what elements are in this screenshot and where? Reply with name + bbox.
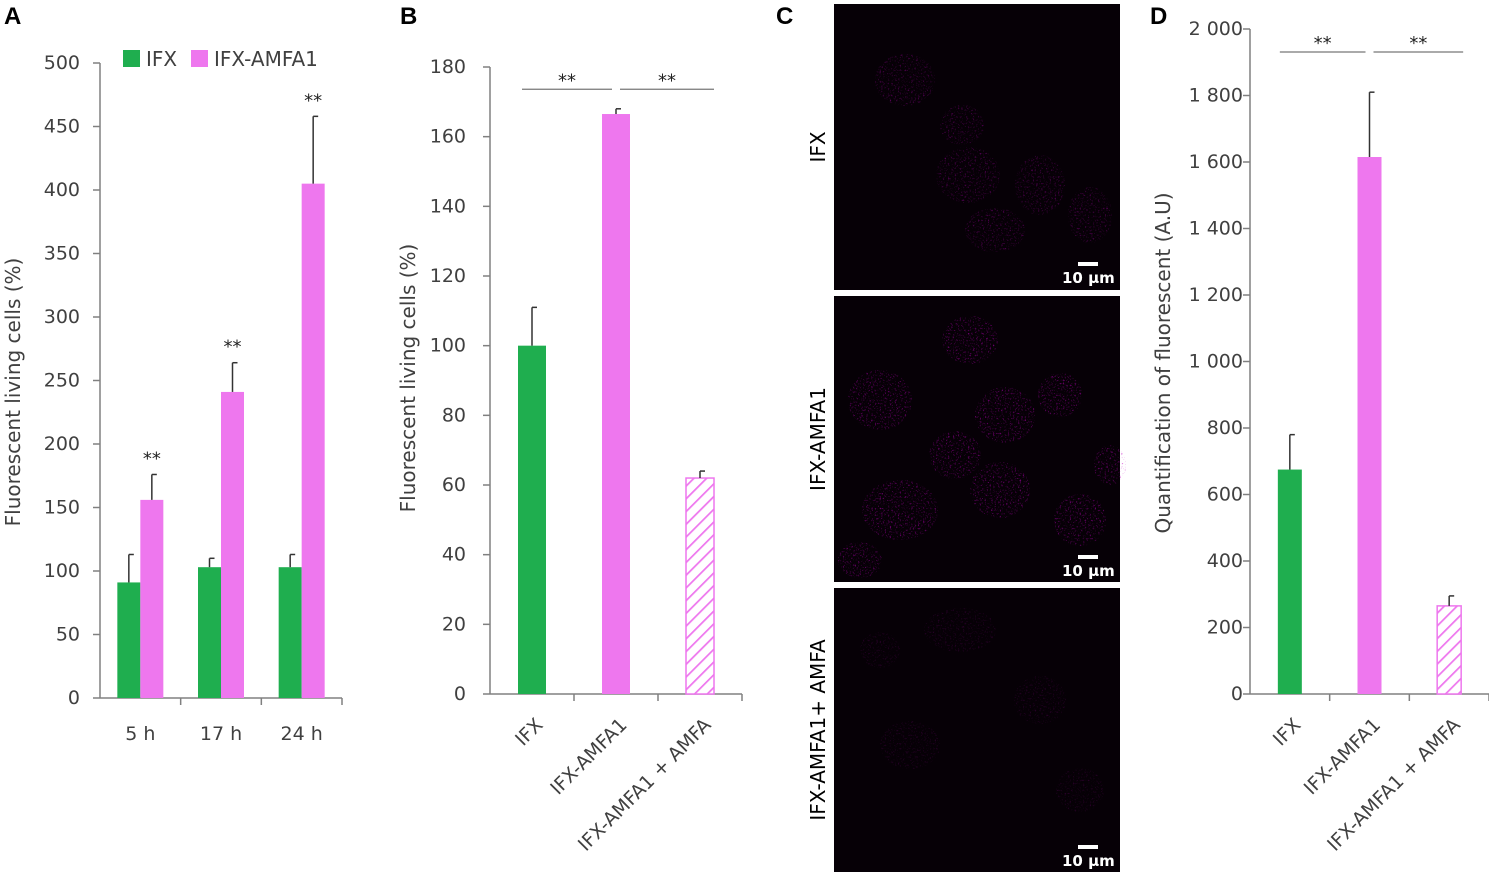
- y-tick-label: 150: [44, 497, 80, 519]
- panel-label-c: C: [776, 3, 793, 30]
- y-tick-label: 50: [56, 624, 80, 646]
- y-tick-label: 100: [430, 335, 466, 357]
- bar-ifx: [518, 345, 546, 694]
- legend-swatch: [191, 50, 208, 67]
- significance-marker: **: [558, 70, 576, 91]
- y-tick-label: 140: [430, 195, 466, 217]
- bar-ifx-amfa1-amfa: [1436, 605, 1462, 695]
- y-tick-label: 200: [1207, 617, 1243, 639]
- y-tick-label: 500: [44, 52, 80, 74]
- y-tick-label: 0: [454, 683, 466, 705]
- significance-marker: **: [1314, 33, 1332, 54]
- y-tick-label: 350: [44, 243, 80, 265]
- significance-marker: **: [1409, 33, 1427, 54]
- y-tick-label: 120: [430, 265, 466, 287]
- micrograph-ifx: 10 μm: [834, 4, 1120, 290]
- x-tick-label: IFX: [1269, 714, 1305, 750]
- y-tick-label: 200: [44, 433, 80, 455]
- bar-ifx-amfa1: [301, 183, 325, 698]
- scale-bar-label-3: 10 μm: [1062, 852, 1115, 870]
- chart-panel-b: 0 20 40 60 80 100 120 140 160 180 Fluorescent livi…: [396, 56, 743, 856]
- significance-marker: **: [143, 448, 161, 469]
- micrograph-label-ifx-amfa1: IFX-AMFA1: [806, 387, 830, 491]
- significance-marker: **: [224, 337, 242, 358]
- bar-ifx: [1277, 469, 1302, 694]
- micrograph-ifx-amfa1: 10 μm: [834, 296, 1126, 582]
- y-tick-label: 180: [430, 56, 466, 78]
- x-tick-label: 17 h: [200, 723, 242, 745]
- panel-label-b: B: [400, 3, 417, 30]
- y-tick-label: 400: [44, 179, 80, 201]
- y-tick-label: 600: [1207, 484, 1243, 506]
- bar-ifx-amfa1: [140, 499, 164, 698]
- y-tick-label: 0: [1231, 683, 1243, 705]
- y-tick-label: 60: [442, 474, 466, 496]
- significance-marker: **: [658, 70, 676, 91]
- x-tick-label: 24 h: [281, 723, 323, 745]
- y-tick-label: 160: [430, 126, 466, 148]
- bar-ifx: [117, 582, 141, 698]
- y-tick-label: 20: [442, 613, 466, 635]
- bar-ifx: [278, 567, 302, 698]
- scale-bar-label-1: 10 μm: [1062, 269, 1115, 287]
- y-tick-label: 1 600: [1189, 151, 1243, 173]
- x-tick-label: IFX-AMFA1 + AMFA: [1323, 714, 1465, 856]
- microscopy-panel: 10 μm 10 μm: [806, 4, 1126, 872]
- bar-ifx: [198, 567, 221, 698]
- significance-marker: **: [304, 90, 322, 111]
- x-tick-label: IFX-AMFA1: [1300, 714, 1385, 799]
- legend-swatch: [123, 50, 140, 67]
- y-tick-label: 80: [442, 404, 466, 426]
- y-tick-label: 1 000: [1189, 351, 1243, 373]
- scale-bar-label-2: 10 μm: [1062, 562, 1115, 580]
- y-tick-label: 400: [1207, 550, 1243, 572]
- y-axis-label: Quantification of fluorescent (A.U): [1151, 192, 1175, 533]
- chart-panel-a: 0 50 100 150 200 250 300 350 400 450 500 Fluorescen…: [1, 47, 343, 745]
- y-tick-label: 250: [44, 370, 80, 392]
- bar-ifx-amfa1: [221, 391, 244, 698]
- micrograph-ifx-amfa1-amfa: 10 μm: [834, 588, 1120, 872]
- x-tick-label: IFX: [511, 714, 547, 750]
- chart-panel-d: 0 200 400 600 800 1 000 1 200 1 400 1 600 1 800 2 …: [1151, 18, 1489, 856]
- bar-ifx-amfa1-amfa: [685, 477, 715, 695]
- y-tick-label: 1 200: [1189, 284, 1243, 306]
- panel-label-a: A: [4, 3, 21, 30]
- bar-ifx-amfa1: [1357, 157, 1382, 694]
- legend-label: IFX: [146, 47, 177, 71]
- y-tick-label: 2 000: [1189, 18, 1243, 40]
- y-tick-label: 800: [1207, 417, 1243, 439]
- micrograph-label-ifx-amfa1-amfa: IFX-AMFA1+ AMFA: [806, 639, 830, 821]
- y-tick-label: 40: [442, 544, 466, 566]
- y-tick-label: 1 800: [1189, 85, 1243, 107]
- y-axis-label: Fluorescent living cells (%): [1, 258, 25, 527]
- legend-label: IFX-AMFA1: [214, 47, 318, 71]
- y-tick-label: 450: [44, 116, 80, 138]
- y-tick-label: 0: [68, 687, 80, 709]
- panel-label-d: D: [1150, 3, 1167, 30]
- y-tick-label: 300: [44, 306, 80, 328]
- x-tick-label: 5 h: [125, 723, 155, 745]
- y-tick-label: 1 400: [1189, 218, 1243, 240]
- micrograph-label-ifx: IFX: [806, 131, 830, 162]
- x-tick-label: IFX-AMFA1: [546, 714, 631, 799]
- y-tick-label: 100: [44, 560, 80, 582]
- y-axis-label: Fluorescent living cells (%): [396, 244, 420, 513]
- bar-ifx-amfa1: [602, 114, 630, 694]
